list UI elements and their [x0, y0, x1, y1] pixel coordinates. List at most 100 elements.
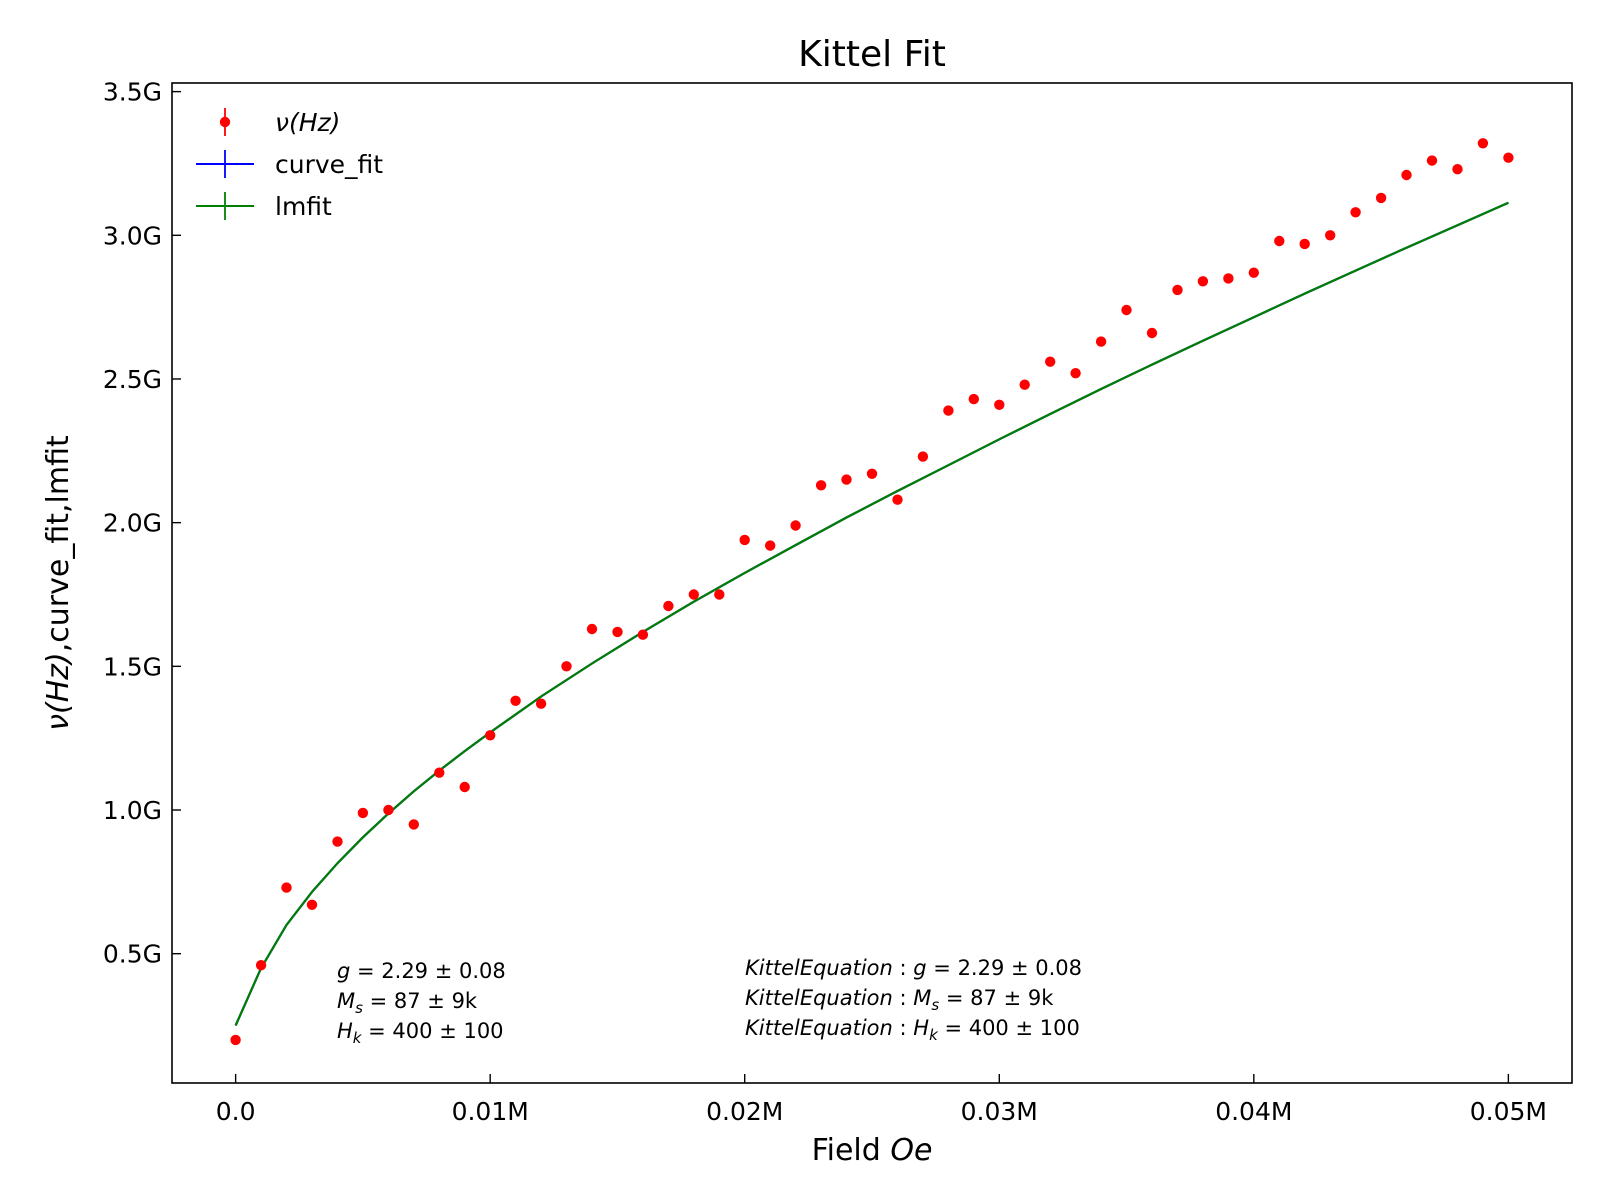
- annotation-subscript: s: [355, 999, 363, 1017]
- data-point: [535, 698, 547, 709]
- annotation-subscript: s: [931, 996, 939, 1014]
- y-tick-label: 2.0G: [103, 509, 162, 538]
- series-line-lmfit: [234, 201, 1509, 1026]
- annotation-prefix: KittelEquation: [745, 956, 893, 980]
- data-point: [815, 480, 827, 491]
- annotation-value: = 2.29 ± 0.08: [350, 959, 505, 983]
- annotation-variable: H: [337, 1019, 353, 1043]
- annotation-variable: H: [913, 1016, 929, 1040]
- annotation-colon: :: [893, 956, 913, 980]
- x-tick-label: 0.02M: [706, 1097, 783, 1126]
- data-point: [1045, 356, 1056, 367]
- data-point: [383, 804, 394, 816]
- y-tick-label: 2.5G: [103, 365, 162, 394]
- data-point: [1223, 273, 1234, 284]
- data-point: [917, 451, 929, 462]
- data-point: [1299, 238, 1310, 250]
- y-tick-label: 1.0G: [103, 796, 162, 825]
- data-point: [459, 781, 470, 793]
- data-point: [1375, 192, 1387, 204]
- data-point: [943, 405, 954, 416]
- legend-item: lmfit: [196, 192, 332, 221]
- data-point: [332, 836, 343, 847]
- data-point: [1248, 267, 1260, 278]
- chart-title: Kittel Fit: [798, 34, 946, 75]
- x-tick-label: 0.05M: [1470, 1097, 1547, 1126]
- annotation-variable: M: [913, 986, 931, 1010]
- series-line-curve-fit: [234, 201, 1509, 1026]
- data-point: [230, 1034, 241, 1046]
- y-tick-label: 1.5G: [103, 652, 162, 681]
- x-axis-title: Field Oe: [812, 1133, 933, 1168]
- data-point: [968, 393, 979, 405]
- data-point: [1477, 138, 1489, 149]
- annotation-variable: g: [913, 956, 926, 980]
- annotation-line: KittelEquation : Ms = 87 ± 9k: [745, 986, 1054, 1014]
- annotation-line: KittelEquation : Hk = 400 ± 100: [745, 1016, 1080, 1044]
- annotation-value: = 87 ± 9k: [939, 986, 1054, 1010]
- data-point: [1121, 304, 1132, 316]
- data-point: [561, 661, 572, 672]
- x-tick-label: 0.01M: [452, 1097, 529, 1126]
- data-point: [739, 534, 750, 546]
- scatter-points: [230, 138, 1514, 1046]
- y-axis-title-rest: ,curve_fit,lmfit: [41, 435, 76, 652]
- fit-lines: [234, 201, 1509, 1026]
- y-axis: 0.5G 1.0G 1.5G 2.0G 2.5G 3.0G 3.5G: [103, 78, 181, 969]
- data-point: [1325, 230, 1336, 241]
- data-point: [1503, 152, 1514, 163]
- data-point: [306, 899, 318, 910]
- annotation-colon: :: [893, 1016, 913, 1040]
- data-point: [1350, 207, 1361, 218]
- data-point: [1146, 327, 1158, 339]
- data-point: [612, 626, 623, 638]
- annotation-line: Hk = 400 ± 100: [337, 1019, 504, 1047]
- annotation-prefix: KittelEquation: [745, 986, 893, 1010]
- x-tick-label: 0.0: [216, 1097, 256, 1126]
- x-axis-title-unit: Oe: [890, 1133, 932, 1168]
- data-point: [892, 494, 903, 505]
- data-point: [714, 589, 725, 600]
- legend-point-marker: [219, 116, 231, 128]
- annotation-prefix: KittelEquation: [745, 1016, 893, 1040]
- annotation-value: = 400 ± 100: [361, 1019, 503, 1043]
- data-point: [510, 695, 521, 706]
- y-tick-label: 0.5G: [103, 940, 162, 969]
- x-axis: 0.0 0.01M 0.02M 0.03M 0.04M 0.05M: [216, 1074, 1547, 1126]
- annotation-colon: :: [893, 986, 913, 1010]
- y-axis-title-symbol: ν(Hz): [41, 652, 76, 730]
- y-tick-label: 3.0G: [103, 221, 162, 250]
- data-point: [1197, 276, 1209, 287]
- data-point: [434, 767, 445, 778]
- annotation-variable: g: [337, 959, 350, 983]
- data-point: [281, 882, 292, 893]
- annotation-line: KittelEquation : g = 2.29 ± 0.08: [745, 956, 1082, 980]
- legend-item: curve_fit: [196, 150, 383, 179]
- x-tick-label: 0.03M: [961, 1097, 1038, 1126]
- data-point: [866, 468, 878, 479]
- data-point: [586, 623, 598, 635]
- kittel-params-annotation: KittelEquation : g = 2.29 ± 0.08KittelEq…: [745, 956, 1082, 1044]
- legend-label: curve_fit: [275, 150, 383, 179]
- data-point: [1401, 169, 1412, 181]
- annotation-subscript: k: [929, 1026, 939, 1044]
- annotation-subscript: k: [353, 1029, 363, 1047]
- data-point: [485, 730, 496, 741]
- y-axis-title: ν(Hz),curve_fit,lmfit: [41, 435, 76, 731]
- data-point: [1274, 235, 1285, 247]
- y-tick-label: 3.5G: [103, 78, 162, 107]
- plot-area-frame: [171, 82, 1573, 1084]
- data-point: [1172, 284, 1183, 296]
- annotation-line: g = 2.29 ± 0.08: [337, 959, 506, 983]
- annotation-line: Ms = 87 ± 9k: [337, 989, 478, 1017]
- legend-label: ν(Hz): [275, 108, 340, 137]
- legend-label: lmfit: [275, 192, 332, 221]
- data-point: [255, 960, 267, 971]
- data-point: [663, 600, 674, 612]
- legend-item: ν(Hz): [219, 108, 340, 137]
- data-point: [408, 819, 419, 830]
- data-point: [841, 474, 852, 485]
- data-point: [1095, 336, 1107, 347]
